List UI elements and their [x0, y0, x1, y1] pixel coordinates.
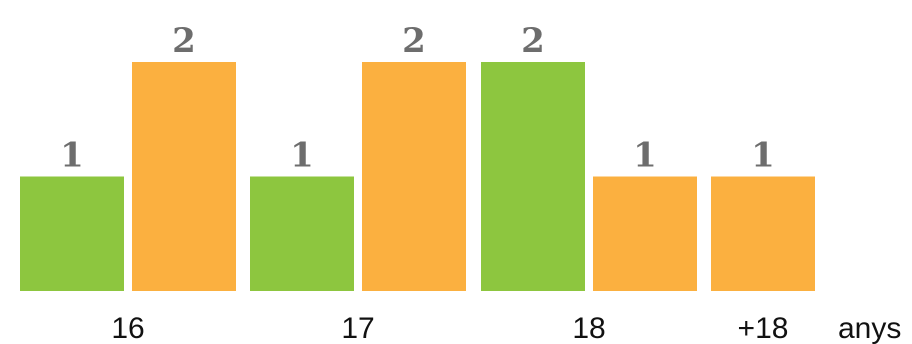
category-labels-layer: 16 17 18 +18 — [111, 312, 788, 344]
bar-16-series-1 — [20, 176, 124, 291]
category-label-16: 16 — [111, 312, 144, 344]
data-labels-layer: 1 2 1 2 2 1 1 — [60, 21, 775, 176]
bar-18-series-2 — [593, 176, 697, 291]
data-label-18-series-1: 2 — [521, 21, 545, 61]
data-label-17-series-1: 1 — [290, 136, 314, 176]
category-label-plus18: +18 — [738, 312, 789, 344]
data-label-18-series-2: 1 — [633, 136, 657, 176]
data-label-17-series-2: 2 — [402, 21, 426, 61]
data-label-16-series-1: 1 — [60, 136, 84, 176]
category-label-18: 18 — [572, 312, 605, 344]
bars-layer — [20, 62, 815, 291]
category-label-17: 17 — [341, 312, 374, 344]
bar-plus18-series-2 — [711, 176, 815, 291]
data-label-16-series-2: 2 — [172, 21, 196, 61]
bar-17-series-2 — [362, 62, 466, 291]
bar-18-series-1 — [481, 62, 585, 291]
data-label-plus18-series-2: 1 — [751, 136, 775, 176]
bar-16-series-2 — [132, 62, 236, 291]
bar-17-series-1 — [250, 176, 354, 291]
x-axis-unit-label: anys — [838, 312, 901, 344]
